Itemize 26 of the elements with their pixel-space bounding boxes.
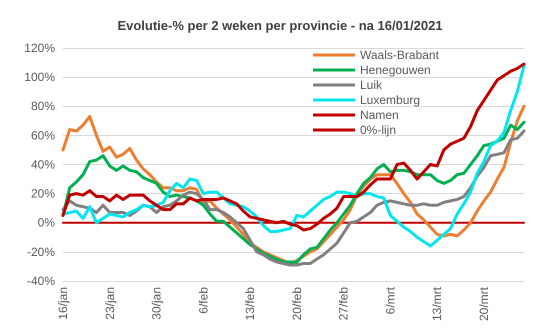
legend-label: Luik (360, 78, 384, 92)
y-tick-label: -40% (26, 274, 56, 288)
y-tick-label: 100% (24, 70, 56, 84)
y-tick-label: -20% (26, 244, 56, 259)
x-tick-label: 6/feb (196, 286, 210, 314)
y-tick-label: 60% (30, 128, 56, 142)
x-tick-label: 6/mrt (383, 286, 398, 314)
legend-label: 0%-lijn (360, 123, 396, 137)
y-tick-label: 20% (30, 186, 56, 201)
x-tick-label: 30/jan (150, 286, 164, 320)
x-tick-label: 23/jan (102, 286, 117, 320)
legend-label: Luxemburg (360, 93, 420, 107)
legend-label: Henegouwen (360, 63, 431, 77)
y-tick-label: 120% (24, 41, 56, 55)
x-tick-label: 16/jan (56, 286, 70, 320)
x-tick-label: 13/mrt (430, 286, 444, 322)
legend-label: Namen (360, 108, 399, 122)
x-tick-label: 20/feb (290, 286, 304, 320)
legend-label: Waals-Brabant (360, 48, 440, 62)
x-tick-label: 13/feb (243, 286, 258, 320)
y-tick-label: 0% (38, 216, 56, 230)
y-tick-label: 80% (30, 99, 56, 114)
y-tick-label: 40% (30, 157, 56, 172)
x-tick-label: 27/feb (336, 286, 351, 320)
chart-title: Evolutie-% per 2 weken per provincie - na 16/01/2021 (117, 18, 443, 33)
x-tick-label: 20/mrt (476, 286, 491, 322)
